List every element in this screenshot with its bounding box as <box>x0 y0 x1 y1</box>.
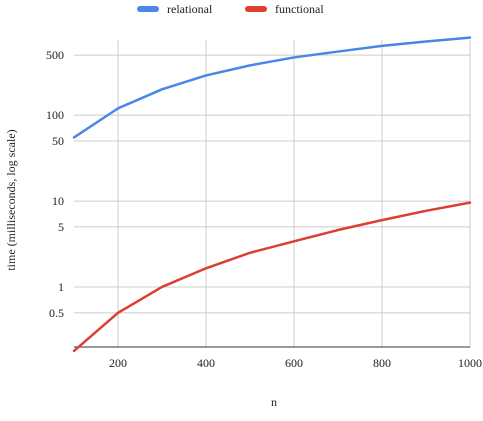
y-tick-label-1: 1 <box>58 280 64 294</box>
series-line-relational <box>72 36 472 139</box>
series-line-functional <box>72 201 472 353</box>
legend: relational functional <box>137 2 324 16</box>
y-axis-title: time (milliseconds, log scale) <box>4 129 18 270</box>
y-tick-label-100: 100 <box>46 108 64 122</box>
x-axis-title: n <box>271 395 277 409</box>
ticks: 200 400 600 800 1000 0.5 1 5 10 50 100 500 <box>46 48 482 370</box>
y-tick-label-500: 500 <box>46 48 64 62</box>
legend-item-functional: functional <box>245 2 324 16</box>
y-tick-label-5: 5 <box>58 220 64 234</box>
legend-swatch-functional <box>245 6 267 12</box>
x-tick-label-400: 400 <box>197 356 215 370</box>
legend-label-relational: relational <box>167 2 213 16</box>
x-tick-label-200: 200 <box>109 356 127 370</box>
grid <box>74 40 471 348</box>
x-tick-label-600: 600 <box>285 356 303 370</box>
legend-label-functional: functional <box>275 2 324 16</box>
y-tick-label-0.5: 0.5 <box>49 306 64 320</box>
legend-item-relational: relational <box>137 2 213 16</box>
x-tick-label-800: 800 <box>373 356 391 370</box>
y-tick-label-50: 50 <box>52 134 64 148</box>
x-tick-label-1000: 1000 <box>458 356 482 370</box>
legend-swatch-relational <box>137 6 159 12</box>
series-layer <box>72 36 472 353</box>
y-tick-label-10: 10 <box>52 194 64 208</box>
